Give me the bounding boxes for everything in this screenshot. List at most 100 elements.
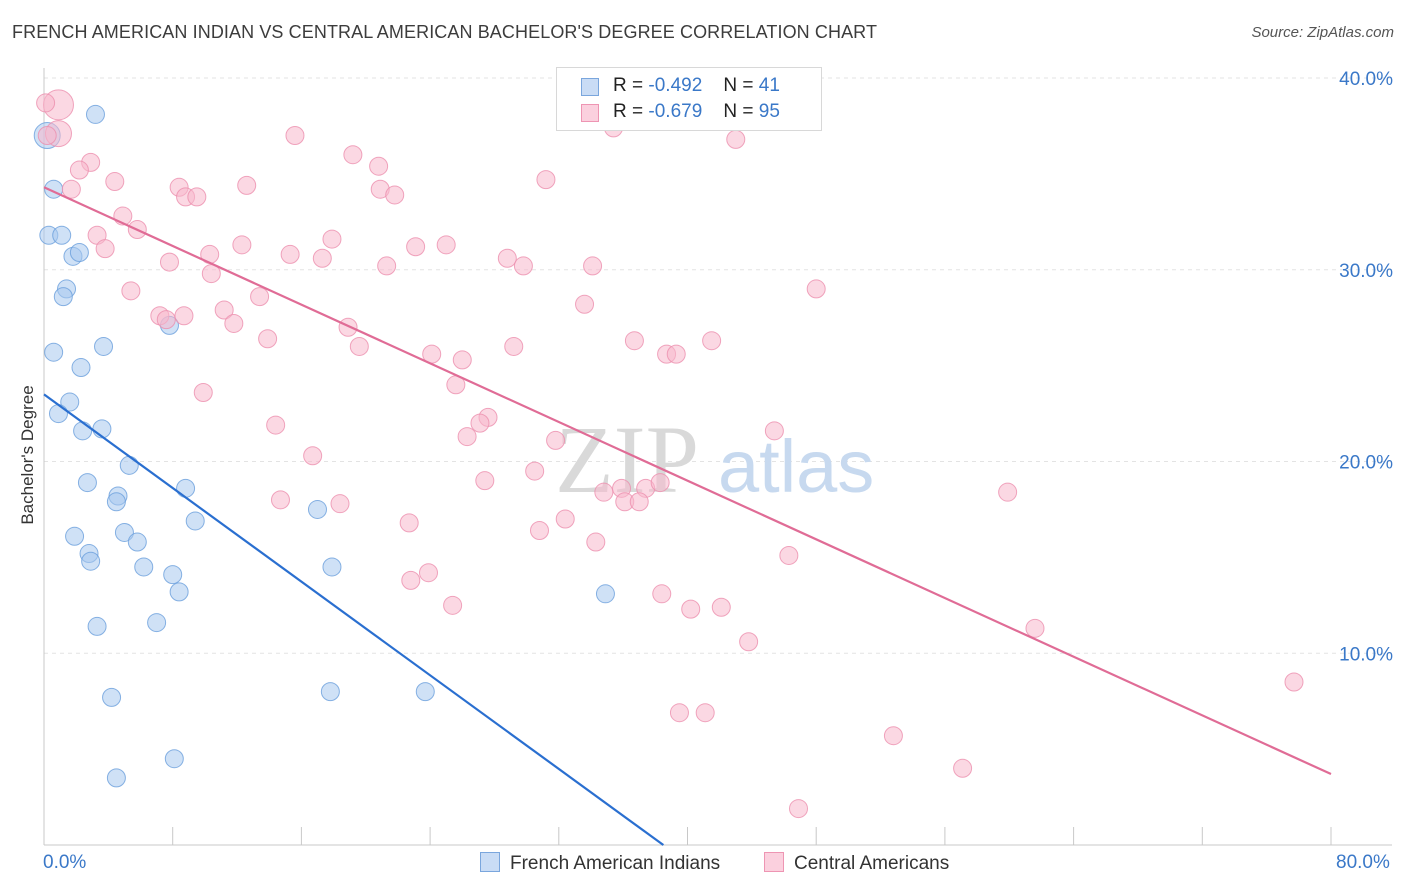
data-point [285,126,305,146]
legend-label: Central Americans [794,853,950,874]
data-point [53,287,73,307]
data-point [681,599,701,619]
data-point [998,482,1018,502]
trend-line [43,186,1332,776]
data-point [65,526,85,546]
r-label: R = [613,75,644,96]
data-point [504,336,524,356]
data-point [443,595,463,615]
data-point [71,358,91,378]
data-point [69,160,89,180]
data-point [525,461,545,481]
data-point [330,494,350,514]
data-point [953,758,973,778]
axes [43,68,1392,846]
data-point [1025,618,1045,638]
data-point [163,565,183,585]
r-value: -0.679 [648,101,703,122]
data-point [312,248,332,268]
data-point [95,239,115,259]
data-point [586,532,606,552]
data-point [105,172,125,192]
r-value: -0.492 [648,75,703,96]
data-point [595,584,615,604]
x-tick-max: 80.0% [1336,852,1390,873]
data-point [106,768,126,788]
data-point [270,490,290,510]
data-point [280,244,300,264]
data-point [237,175,257,195]
data-point [369,156,389,176]
data-point [69,242,89,262]
trend-line [43,393,665,846]
data-point [764,421,784,441]
data-point [156,310,176,330]
legend-label: French American Indians [510,853,721,874]
series-legend: French American Indians Central American… [0,852,1406,878]
data-point [695,703,715,723]
n-value: 41 [758,75,780,96]
gridlines [44,77,1392,654]
data-point [666,344,686,364]
data-point [650,473,670,493]
data-point [60,392,80,412]
data-point [87,616,107,636]
data-point [322,229,342,249]
data-point [652,584,672,604]
data-points [33,89,1304,819]
legend-swatch-pink [764,852,784,872]
data-point [583,256,603,276]
y-tick-label: 40.0% [1339,69,1393,90]
data-point [174,306,194,326]
n-label: N = [723,101,754,122]
data-point [575,294,595,314]
data-point [214,300,234,320]
data-point [169,582,189,602]
data-point [457,427,477,447]
data-point [497,248,517,268]
data-point [232,235,252,255]
data-point [470,413,490,433]
data-point [406,237,426,257]
y-tick-labels: 10.0% 20.0% 30.0% 40.0% [1339,69,1393,665]
data-point [726,129,746,149]
data-point [377,256,397,276]
data-point [343,145,363,165]
data-point [594,482,614,502]
data-point [73,421,93,441]
legend-swatch-pink [581,104,599,122]
data-point [529,521,549,541]
data-point [114,522,134,542]
data-point [81,551,101,571]
data-point [338,317,358,337]
data-point [320,682,340,702]
data-point [546,430,566,450]
data-point [806,279,826,299]
data-point [77,473,97,493]
data-point [37,126,57,146]
data-point [536,170,556,190]
x-tick-min: 0.0% [43,852,87,873]
legend-swatch-blue [480,852,500,872]
data-point [193,382,213,402]
y-tick-label: 30.0% [1339,261,1393,282]
data-point [159,252,179,272]
legend-item-central-americans: Central Americans [764,852,949,875]
data-point [134,557,154,577]
data-point [1284,672,1304,692]
watermark-atlas: atlas [718,425,874,508]
legend-swatch-blue [581,78,599,96]
data-point [513,256,533,276]
data-point [52,225,72,245]
data-point [94,336,114,356]
data-point [127,532,147,552]
stats-legend: R = -0.492 N = 41 R = -0.679 N = 95 [556,67,822,131]
data-point [399,513,419,533]
legend-item-french-american-indians: French American Indians [480,852,720,875]
data-point [258,329,278,349]
data-point [739,632,759,652]
data-point [711,597,731,617]
trend-lines [43,186,1332,846]
n-value: 95 [758,101,780,122]
